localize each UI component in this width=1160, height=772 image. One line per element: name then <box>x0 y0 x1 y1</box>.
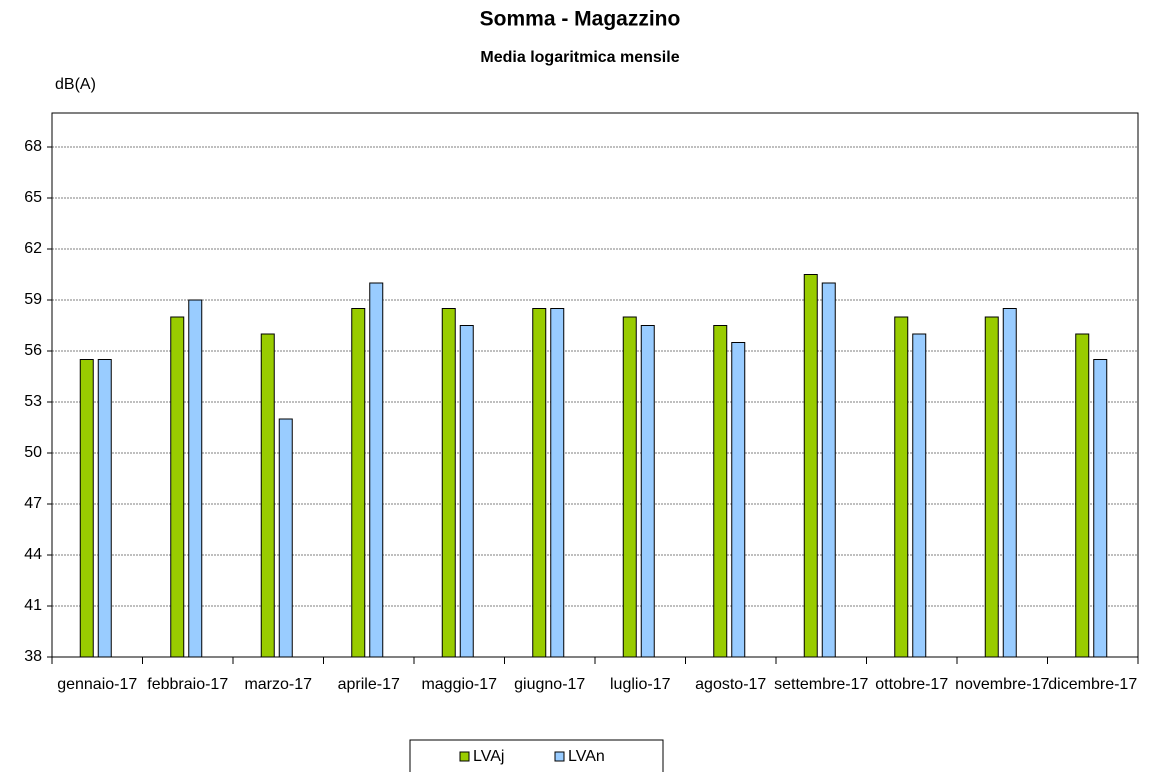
legend <box>409 739 664 772</box>
legend-swatch <box>554 751 565 762</box>
bar <box>894 316 909 658</box>
bar <box>731 342 746 658</box>
x-tick-label: agosto-17 <box>695 676 766 693</box>
bar <box>188 299 203 658</box>
y-tick-label: 65 <box>24 189 42 206</box>
x-tick-label: maggio-17 <box>421 676 497 693</box>
x-tick-label: luglio-17 <box>610 676 671 693</box>
x-tick-label: giugno-17 <box>514 676 585 693</box>
y-tick-label: 62 <box>24 240 42 257</box>
legend-swatch <box>459 751 470 762</box>
chart-subtitle: Media logaritmica mensile <box>480 49 679 66</box>
x-tick-label: ottobre-17 <box>875 676 948 693</box>
bar <box>278 418 293 658</box>
bar <box>369 282 384 658</box>
bar <box>97 359 112 658</box>
y-tick-label: 56 <box>24 342 42 359</box>
bar <box>803 274 818 658</box>
y-tick-label: 50 <box>24 444 42 461</box>
legend-label: LVAn <box>568 748 605 765</box>
y-tick-label: 47 <box>24 495 42 512</box>
y-tick-label: 44 <box>24 546 42 563</box>
y-tick-label: 41 <box>24 597 42 614</box>
y-tick-label: 59 <box>24 291 42 308</box>
x-tick-label: marzo-17 <box>244 676 312 693</box>
bar <box>459 325 474 658</box>
x-tick-label: aprile-17 <box>338 676 400 693</box>
x-tick-label: settembre-17 <box>774 676 868 693</box>
bar <box>351 308 366 658</box>
x-tick-label: dicembre-17 <box>1048 676 1137 693</box>
bar <box>821 282 836 658</box>
bar <box>640 325 655 658</box>
bar <box>1093 359 1108 658</box>
bar <box>441 308 456 658</box>
bar <box>713 325 728 658</box>
chart-title: Somma - Magazzino <box>480 8 681 31</box>
bar <box>260 333 275 658</box>
bar <box>170 316 185 658</box>
legend-label: LVAj <box>473 748 504 765</box>
y-axis-label: dB(A) <box>55 76 96 93</box>
bar <box>622 316 637 658</box>
y-tick-label: 38 <box>24 648 42 665</box>
bar <box>532 308 547 658</box>
x-tick-label: febbraio-17 <box>147 676 228 693</box>
y-tick-label: 68 <box>24 138 42 155</box>
bar <box>1075 333 1090 658</box>
bar <box>1002 308 1017 658</box>
bar <box>79 359 94 658</box>
bar <box>984 316 999 658</box>
plot-area <box>51 112 1139 658</box>
x-tick-label: novembre-17 <box>955 676 1049 693</box>
x-tick-label: gennaio-17 <box>57 676 137 693</box>
y-tick-label: 53 <box>24 393 42 410</box>
bar <box>912 333 927 658</box>
bar <box>550 308 565 658</box>
